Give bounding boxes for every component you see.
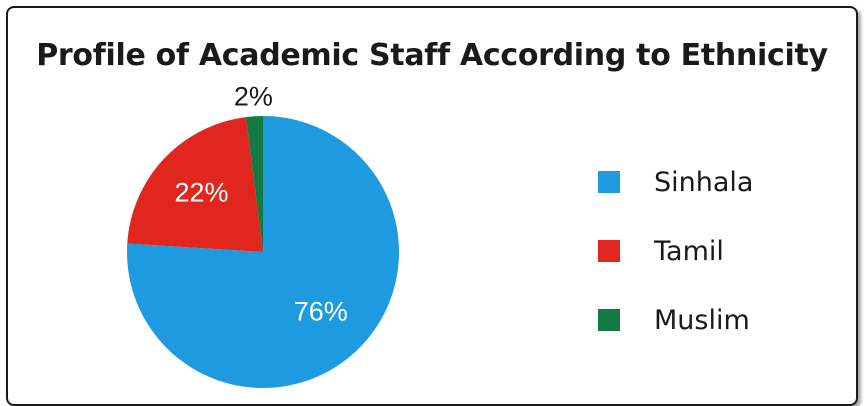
pie-label-muslim: 2%	[234, 82, 273, 112]
chart-title: Profile of Academic Staff According to E…	[36, 38, 828, 73]
legend-label-tamil: Tamil	[654, 235, 724, 267]
legend-item-tamil: Tamil	[598, 234, 753, 268]
legend-swatch-muslim	[598, 309, 620, 331]
pie-slice-tamil	[127, 117, 263, 252]
pie-label-sinhala: 76%	[294, 297, 348, 327]
legend-label-sinhala: Sinhala	[654, 166, 754, 198]
legend-swatch-tamil	[598, 240, 620, 262]
chart-frame: Profile of Academic Staff According to E…	[6, 6, 858, 406]
legend: Sinhala Tamil Muslim	[598, 165, 753, 372]
legend-item-muslim: Muslim	[598, 303, 753, 337]
legend-label-muslim: Muslim	[654, 304, 750, 336]
legend-item-sinhala: Sinhala	[598, 165, 753, 199]
legend-swatch-sinhala	[598, 171, 620, 193]
pie-slice-muslim	[245, 116, 263, 252]
pie-label-tamil: 22%	[175, 177, 229, 207]
pie-slice-sinhala	[126, 116, 400, 389]
pie-chart: 76% 22% 2%	[126, 82, 400, 389]
